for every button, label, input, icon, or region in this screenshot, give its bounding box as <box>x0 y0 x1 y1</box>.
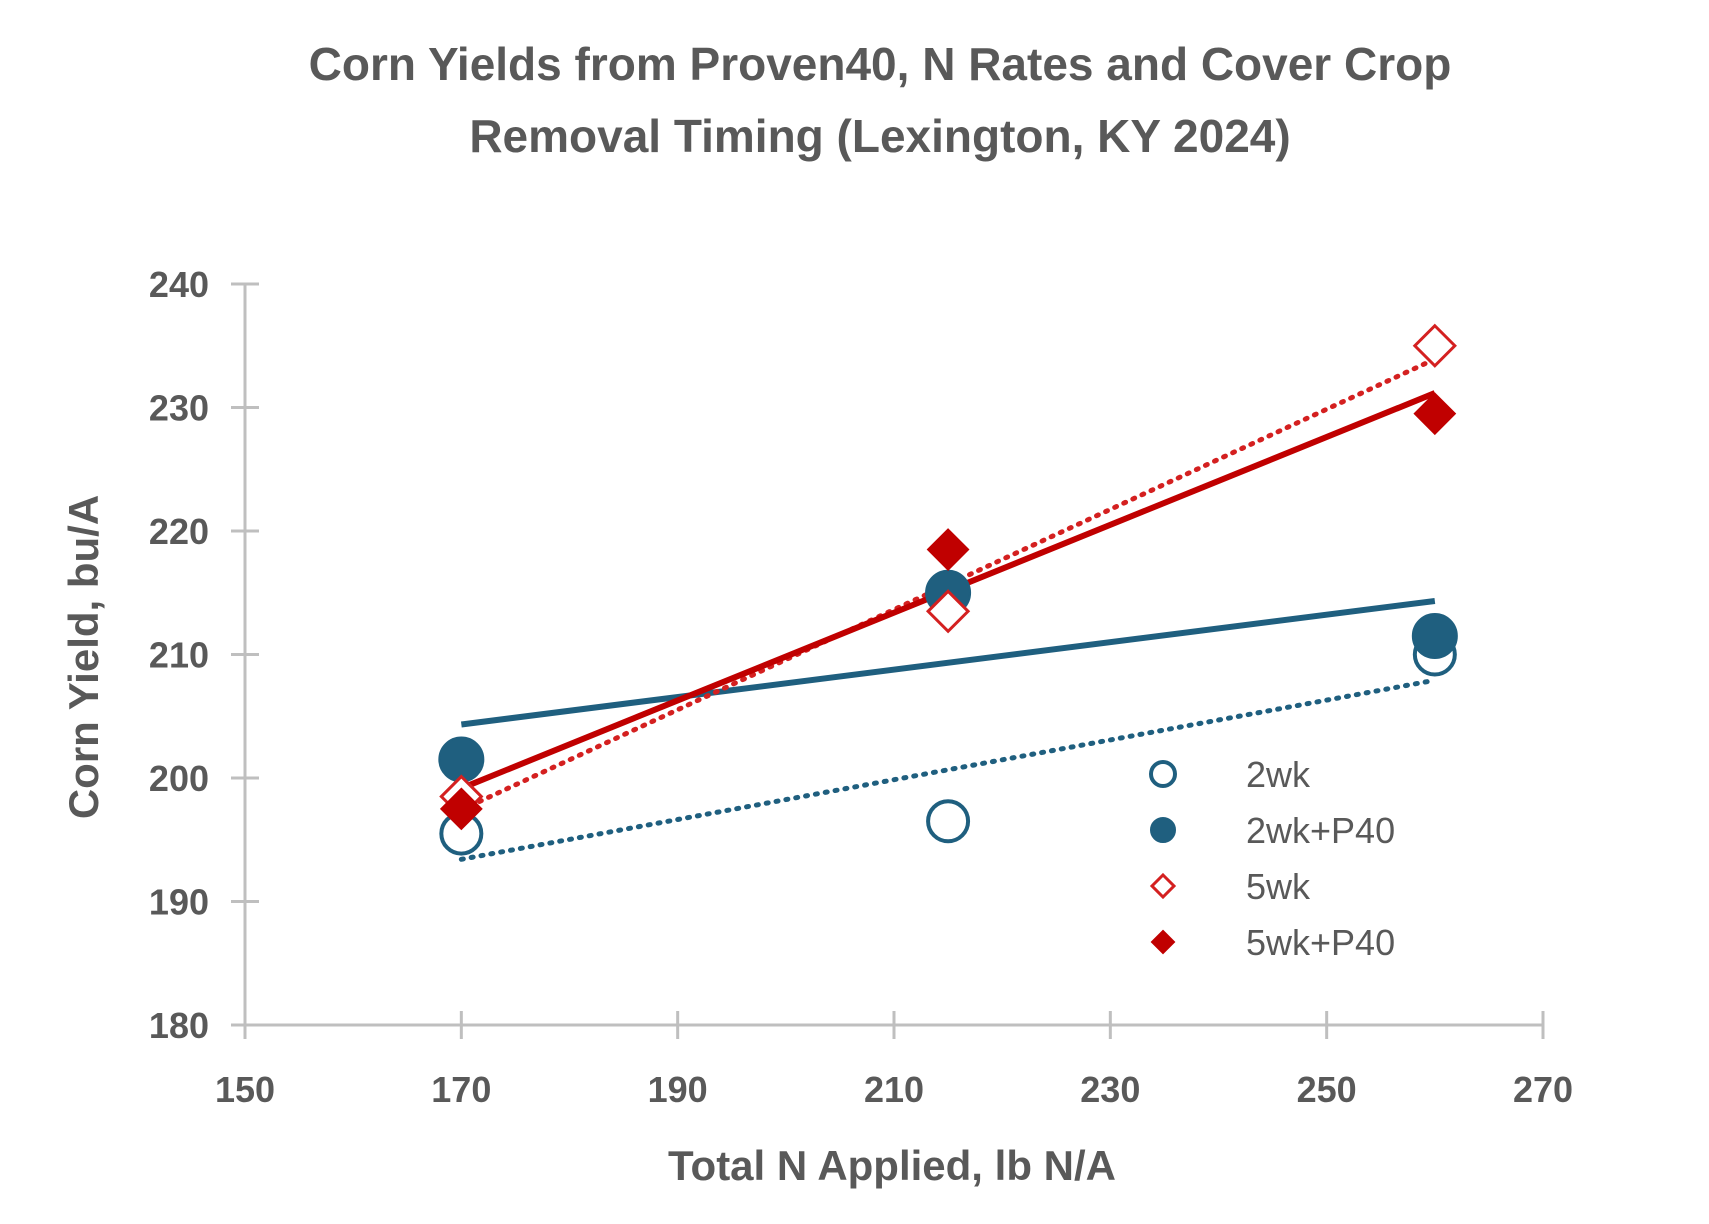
data-markers <box>438 323 1458 856</box>
legend-label-2wk-p40: 2wk+P40 <box>1246 810 1395 851</box>
y-tick-label: 200 <box>149 758 209 799</box>
y-tick-label: 220 <box>149 511 209 552</box>
data-point-5wk <box>1412 323 1457 368</box>
data-point-5wk-p40 <box>926 528 970 571</box>
legend-marker-2wk <box>1149 760 1177 788</box>
legend-marker-2wk-p40 <box>1150 817 1176 843</box>
x-tick-label: 250 <box>1297 1069 1357 1110</box>
axes: 180 190 200 210 220 230 240 150 170 190 210 230 250 2… <box>149 264 1573 1110</box>
chart-title-line-2: Removal Timing (Lexington, KY 2024) <box>469 110 1290 162</box>
y-tick-label: 180 <box>149 1005 209 1046</box>
x-tick-label: 230 <box>1080 1069 1140 1110</box>
x-tick-label: 270 <box>1513 1069 1573 1110</box>
y-tick-label: 210 <box>149 635 209 676</box>
chart-title: Corn Yields from Proven40, N Rates and C… <box>309 38 1452 162</box>
y-tick-label: 190 <box>149 882 209 923</box>
y-tick-label: 230 <box>149 388 209 429</box>
data-point-2wk-p40 <box>1411 612 1458 659</box>
legend-marker-5wk <box>1149 872 1177 900</box>
trendline-5wk <box>458 356 1438 813</box>
x-tick-label: 210 <box>864 1069 924 1110</box>
y-tick-label: 240 <box>149 264 209 305</box>
x-tick-label: 150 <box>215 1069 275 1110</box>
trendline-2wk-p40 <box>460 598 1436 728</box>
legend-label-5wk: 5wk <box>1246 866 1311 907</box>
legend-label-5wk-p40: 5wk+P40 <box>1246 922 1395 963</box>
data-point-5wk-p40 <box>439 787 483 831</box>
legend-marker-5wk-p40 <box>1150 929 1176 955</box>
data-point-5wk-p40 <box>1413 392 1457 436</box>
x-axis-title: Total N Applied, lb N/A <box>668 1142 1116 1189</box>
legend-label-2wk: 2wk <box>1246 754 1311 795</box>
x-tick-label: 190 <box>648 1069 708 1110</box>
legend: 2wk 2wk+P40 5wk 5wk+P40 <box>1149 754 1395 963</box>
data-point-2wk <box>926 799 971 844</box>
x-tick-label: 170 <box>431 1069 491 1110</box>
chart-title-line-1: Corn Yields from Proven40, N Rates and C… <box>309 38 1452 90</box>
data-point-5wk <box>925 589 971 634</box>
y-axis-title: Corn Yield, bu/A <box>60 495 107 819</box>
